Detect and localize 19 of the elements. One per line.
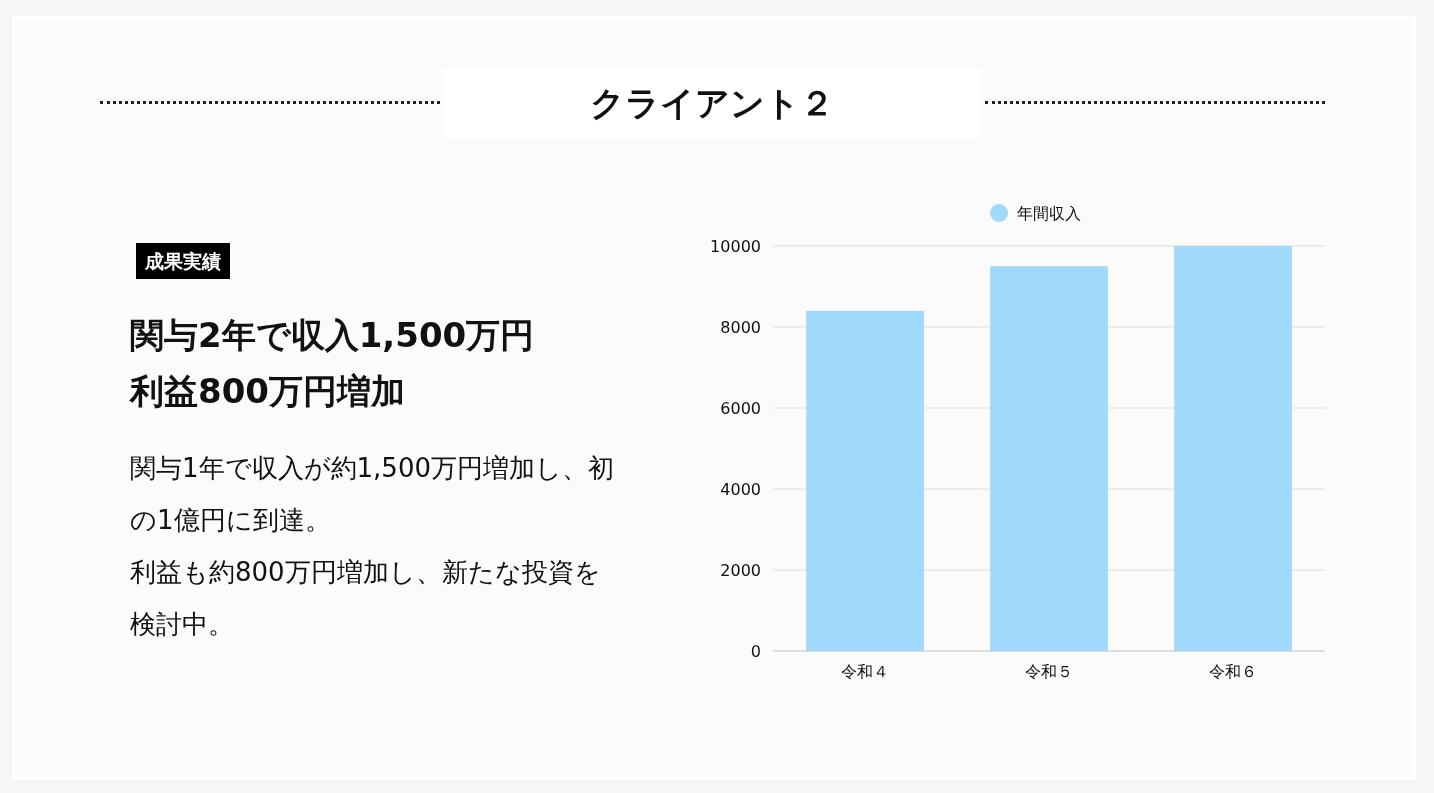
y-tick-label: 10000 (710, 237, 761, 256)
x-tick-label: 令和５ (1025, 662, 1073, 681)
x-tick-label: 令和４ (841, 662, 889, 681)
y-tick-label: 6000 (720, 399, 761, 418)
legend-label: 年間収入 (1017, 204, 1081, 223)
text: 利益800万円増加 (130, 370, 405, 413)
text: 関与2年で収入1,500万円 (130, 314, 535, 357)
bar (806, 310, 924, 651)
chart-title: クライアント２ (443, 68, 981, 138)
bar (1174, 246, 1292, 651)
text: 利益も約800万円増加し、新たな投資を検討中。 (130, 556, 602, 641)
y-tick-label: 4000 (720, 480, 761, 499)
bar (990, 266, 1108, 651)
text: 成果実績 (136, 243, 230, 279)
y-tick-label: 8000 (720, 318, 761, 337)
y-tick-label: 2000 (720, 561, 761, 580)
text: 関与1年で収入が約1,500万円増加し、初の1億円に到達。 (130, 452, 615, 537)
y-tick-label: 0 (750, 642, 761, 661)
x-tick-label: 令和６ (1209, 662, 1257, 681)
